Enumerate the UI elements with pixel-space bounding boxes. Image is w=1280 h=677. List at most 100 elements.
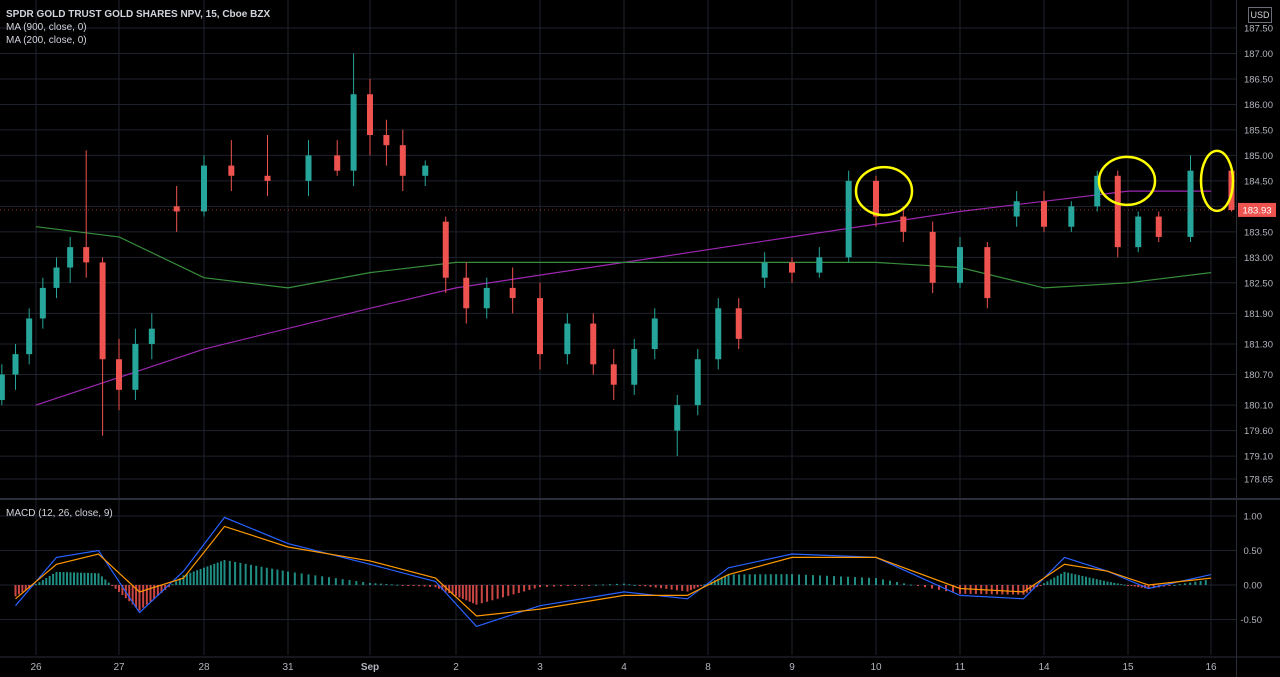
candle — [984, 242, 991, 309]
macd-histogram-bar — [775, 574, 778, 585]
macd-histogram-bar — [434, 585, 437, 588]
macd-histogram-bar — [812, 575, 814, 585]
macd-histogram-bar — [670, 585, 673, 590]
macd-histogram-bar — [486, 585, 489, 602]
macd-histogram-bar — [73, 572, 75, 585]
price-axis-label: 185.50 — [1244, 125, 1273, 136]
macd-histogram-bar — [379, 583, 382, 585]
macd-histogram-bar — [24, 585, 27, 591]
macd-histogram-bar — [1070, 573, 1073, 585]
macd-histogram-bar — [628, 584, 631, 586]
candle-body — [173, 206, 180, 212]
macd-histogram-bar — [764, 574, 767, 585]
macd-histogram-bar — [523, 585, 526, 592]
candle — [132, 328, 139, 401]
candle-body — [1114, 175, 1121, 248]
macd-histogram-bar — [472, 585, 475, 604]
macd-histogram-bar — [156, 585, 159, 596]
macd-histogram-bar — [785, 574, 788, 585]
candle — [83, 150, 90, 278]
macd-histogram-bar — [713, 580, 716, 585]
macd-histogram-bar — [1088, 577, 1091, 585]
macd-histogram-bar — [385, 584, 388, 586]
macd-histogram-bar — [209, 565, 212, 585]
macd-histogram-bar — [321, 576, 324, 585]
macd-histogram-bar — [609, 584, 611, 586]
candle — [422, 160, 429, 186]
candle — [610, 349, 617, 401]
macd-axis-label: 1.00 — [1244, 512, 1263, 523]
macd-histogram-bar — [700, 585, 703, 586]
macd-histogram-bar — [595, 584, 597, 586]
candle — [26, 308, 33, 365]
macd-histogram-bar — [255, 565, 258, 585]
macd-histogram-bar — [455, 585, 457, 596]
macd-histogram-bar — [819, 575, 821, 585]
candle — [383, 119, 390, 166]
macd-histogram-bar — [847, 576, 849, 585]
candle — [0, 364, 5, 406]
macd-histogram-bar — [1102, 580, 1105, 585]
time-axis-label: 28 — [198, 662, 210, 673]
macd-histogram-bar — [448, 585, 451, 594]
candle — [53, 257, 60, 299]
candle-body — [228, 165, 235, 176]
macd-histogram-bar — [1099, 579, 1102, 585]
candle-body — [900, 216, 907, 232]
macd-histogram-bar — [83, 572, 86, 585]
macd-histogram-bar — [1081, 575, 1084, 585]
macd-histogram-bar — [171, 584, 174, 586]
macd-histogram-bar — [875, 578, 877, 585]
highlight-ellipse — [854, 165, 914, 217]
candle — [1114, 170, 1121, 258]
candle-body — [367, 94, 373, 136]
macd-histogram-bar — [276, 569, 279, 585]
macd-histogram-bar — [507, 585, 510, 596]
time-axis-label: 10 — [870, 662, 882, 673]
time-axis-label: Sep — [361, 662, 379, 673]
macd-histogram-bar — [55, 571, 58, 585]
macd-histogram-bar — [861, 577, 863, 585]
macd-histogram-bar — [1113, 582, 1116, 585]
macd-histogram-bar — [1022, 585, 1025, 595]
macd-histogram-bar — [138, 585, 141, 611]
macd-histogram-bar — [1199, 580, 1202, 585]
macd-histogram-bar — [355, 581, 358, 585]
macd-histogram-bar — [468, 585, 471, 602]
macd-histogram-bar — [114, 585, 117, 589]
macd-histogram-bar — [769, 574, 772, 585]
ma-200-legend[interactable]: MA (200, close, 0) — [6, 35, 87, 46]
macd-histogram-bar — [189, 572, 192, 585]
macd-histogram-bar — [1183, 583, 1186, 585]
candle — [264, 135, 271, 197]
currency-button[interactable]: USD — [1248, 7, 1272, 23]
macd-histogram-bar — [1006, 585, 1009, 595]
ma-900-legend[interactable]: MA (900, close, 0) — [6, 22, 87, 33]
macd-histogram-bar — [228, 560, 231, 585]
macd-histogram-bar — [145, 585, 148, 605]
last-price-label: 183.93 — [1242, 205, 1271, 216]
candle-body — [674, 405, 681, 431]
macd-histogram-bar — [1168, 585, 1171, 586]
candle-body — [631, 349, 638, 385]
macd-histogram-bar — [1053, 577, 1056, 585]
macd-histogram-bar — [66, 572, 68, 585]
macd-histogram-bar — [1046, 581, 1049, 585]
time-axis-label: 14 — [1038, 662, 1050, 673]
macd-legend[interactable]: MACD (12, 26, close, 9) — [6, 508, 113, 519]
macd-histogram-bar — [826, 575, 828, 585]
candle-body — [422, 165, 429, 176]
macd-histogram-bar — [588, 585, 590, 586]
price-axis-label: 184.50 — [1244, 176, 1273, 187]
candle-body — [761, 262, 768, 278]
price-axis-label: 186.00 — [1244, 100, 1273, 111]
candle-body — [0, 374, 5, 401]
macd-histogram-bar — [732, 574, 735, 585]
candle — [789, 257, 795, 283]
macd-histogram-bar — [602, 584, 604, 586]
candle-body — [483, 287, 490, 309]
candle — [1068, 201, 1075, 232]
macd-histogram-bar — [654, 585, 657, 588]
